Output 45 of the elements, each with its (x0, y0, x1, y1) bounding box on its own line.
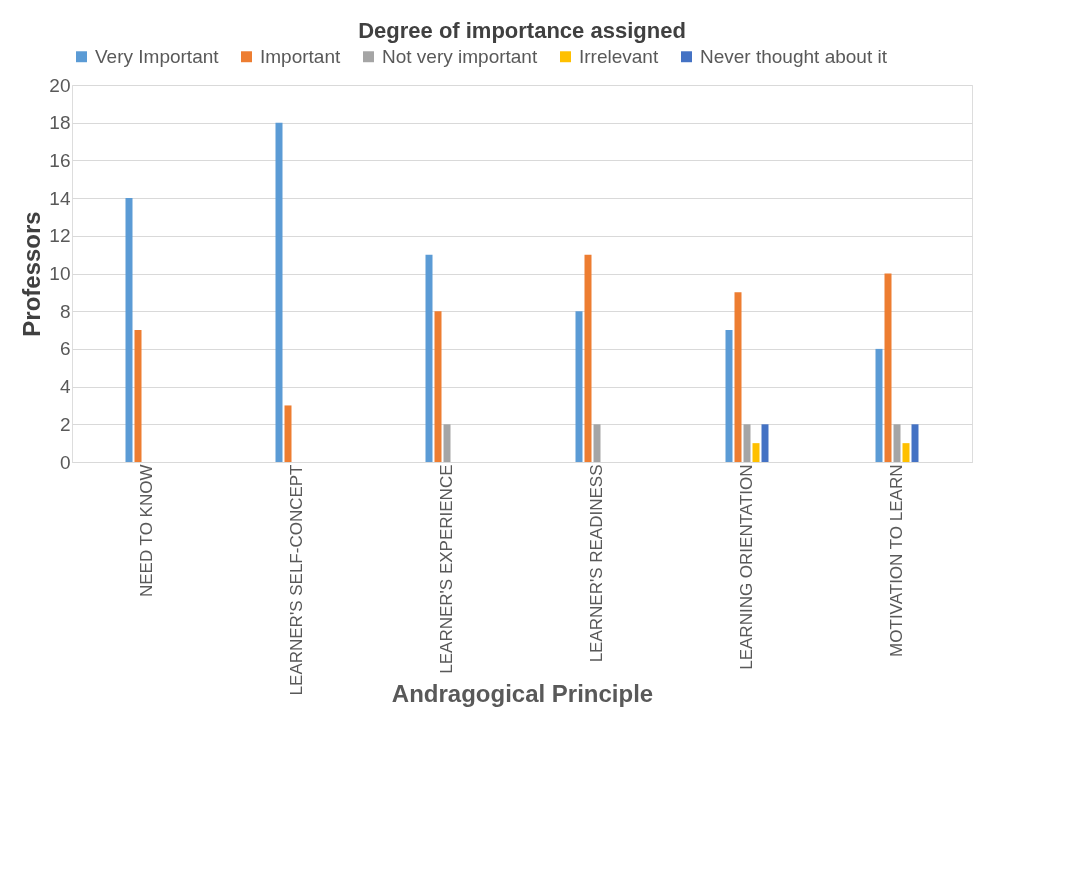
x-tick-label: LEARNER'S SELF-CONCEPT (287, 464, 306, 696)
chart-title: Degree of importance assigned (358, 18, 686, 43)
bar (593, 424, 601, 462)
x-tick-label: NEED TO KNOW (137, 464, 156, 598)
y-tick-label: 6 (59, 338, 71, 360)
bar (575, 311, 583, 462)
bar (911, 424, 919, 462)
x-tick-label: LEARNING ORIENTATION (737, 464, 756, 670)
y-tick-label: 20 (49, 74, 71, 96)
y-tick-label: 10 (49, 263, 71, 284)
legend-label: Very Important (95, 45, 220, 67)
y-tick-label: 8 (59, 300, 71, 322)
bar (284, 405, 292, 462)
y-axis-title: Professors (18, 211, 46, 337)
bar (884, 273, 892, 462)
legend-label: Not very important (382, 45, 538, 67)
bar (743, 424, 751, 462)
y-tick-label: 2 (59, 413, 71, 435)
bar (584, 254, 592, 462)
bar (875, 348, 883, 462)
legend-label: Important (260, 45, 341, 67)
bar (434, 311, 442, 462)
bar (275, 122, 283, 462)
y-tick-label: 14 (49, 187, 71, 209)
bar (734, 292, 742, 462)
legend-label: Irrelevant (579, 45, 659, 67)
x-tick-label: LEARNER'S READINESS (587, 464, 606, 663)
bar (443, 424, 451, 462)
bar (902, 443, 910, 462)
bar (725, 330, 733, 462)
y-tick-label: 18 (49, 112, 71, 134)
legend-label: Never thought about it (700, 45, 888, 67)
y-tick-label: 4 (59, 376, 71, 398)
bar (893, 424, 901, 462)
x-axis-title: Andragogical Principle (391, 679, 654, 707)
bar (134, 330, 142, 462)
bar (125, 198, 133, 462)
x-tick-label: MOTIVATION TO LEARN (887, 464, 906, 657)
bar (761, 424, 769, 462)
bar (425, 254, 433, 462)
y-tick-label: 16 (49, 149, 71, 171)
y-tick-label: 12 (49, 225, 71, 247)
y-tick-label: 0 (59, 451, 71, 473)
bar (752, 443, 760, 462)
x-tick-label: LEARNER'S EXPERIENCE (437, 464, 456, 674)
